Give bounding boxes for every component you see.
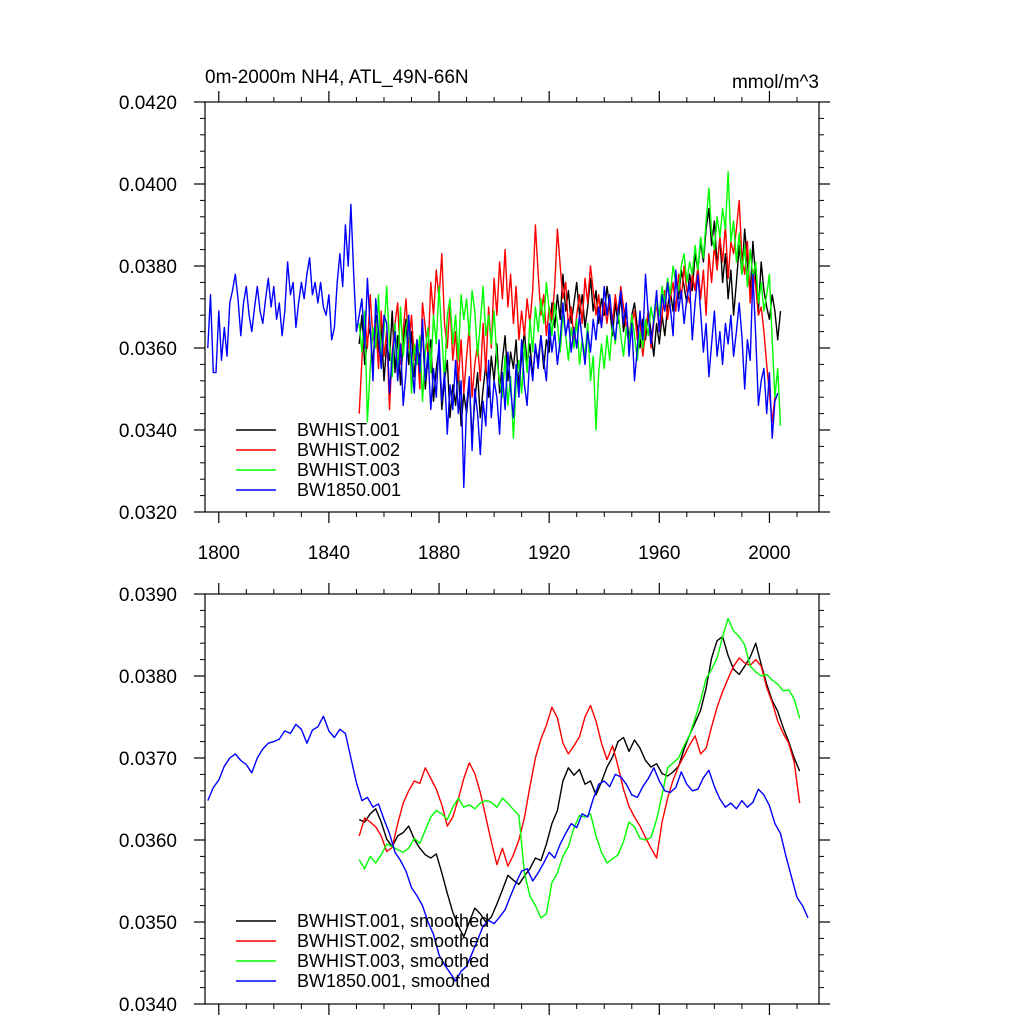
series-group bbox=[207, 171, 782, 489]
x-tick-label: 2000 bbox=[748, 543, 790, 564]
legend-label: BWHIST.001 bbox=[297, 420, 400, 440]
legend-label: BW1850.001, smoothed bbox=[297, 971, 490, 991]
y-tick-label: 0.0420 bbox=[119, 93, 177, 114]
x-tick-label: 1960 bbox=[638, 543, 680, 564]
x-tick-label: 1880 bbox=[418, 543, 460, 564]
legend-label: BWHIST.001, smoothed bbox=[297, 911, 489, 931]
series-line-3 bbox=[358, 617, 801, 919]
chart-panel-1: 1800 1840 1880 1920 1960 2000 0.0320 0.0340 0.03… bbox=[119, 67, 830, 564]
x-tick-label: 1920 bbox=[528, 543, 570, 564]
y-tick-label: 0.0360 bbox=[119, 339, 177, 360]
series-line-1 bbox=[358, 635, 801, 938]
legend-label: BWHIST.002, smoothed bbox=[297, 931, 489, 951]
legend-label: BW1850.001 bbox=[297, 480, 401, 500]
y-tick-label: 0.0380 bbox=[119, 667, 177, 688]
y-tick-label: 0.0340 bbox=[119, 995, 177, 1016]
legend-label: BWHIST.003, smoothed bbox=[297, 951, 489, 971]
y-tick-label: 0.0390 bbox=[119, 585, 177, 606]
x-tick-label: 1800 bbox=[198, 543, 240, 564]
y-tick-label: 0.0340 bbox=[119, 421, 177, 442]
chart-title: 0m-2000m NH4, ATL_49N-66N bbox=[205, 67, 469, 88]
plot-frame bbox=[204, 593, 820, 1005]
series-group bbox=[207, 617, 809, 982]
y-tick-label: 0.0370 bbox=[119, 749, 177, 770]
series-line-4 bbox=[207, 715, 809, 982]
chart-panel-2: 0.0340 0.0350 0.0360 0.0370 0.0380 0.0390 BWHI… bbox=[119, 583, 830, 1016]
legend-label: BWHIST.003 bbox=[297, 460, 400, 480]
x-tick-label: 1840 bbox=[308, 543, 350, 564]
y-tick-label: 0.0360 bbox=[119, 831, 177, 852]
legend-label: BWHIST.002 bbox=[297, 440, 400, 460]
y-tick-label: 0.0400 bbox=[119, 175, 177, 196]
series-line-2 bbox=[358, 657, 801, 867]
plot-frame bbox=[204, 101, 820, 513]
y-tick-label: 0.0320 bbox=[119, 503, 177, 524]
y-tick-label: 0.0350 bbox=[119, 913, 177, 934]
units-label: mmol/m^3 bbox=[732, 72, 819, 93]
series-line-4 bbox=[207, 203, 779, 489]
y-tick-label: 0.0380 bbox=[119, 257, 177, 278]
